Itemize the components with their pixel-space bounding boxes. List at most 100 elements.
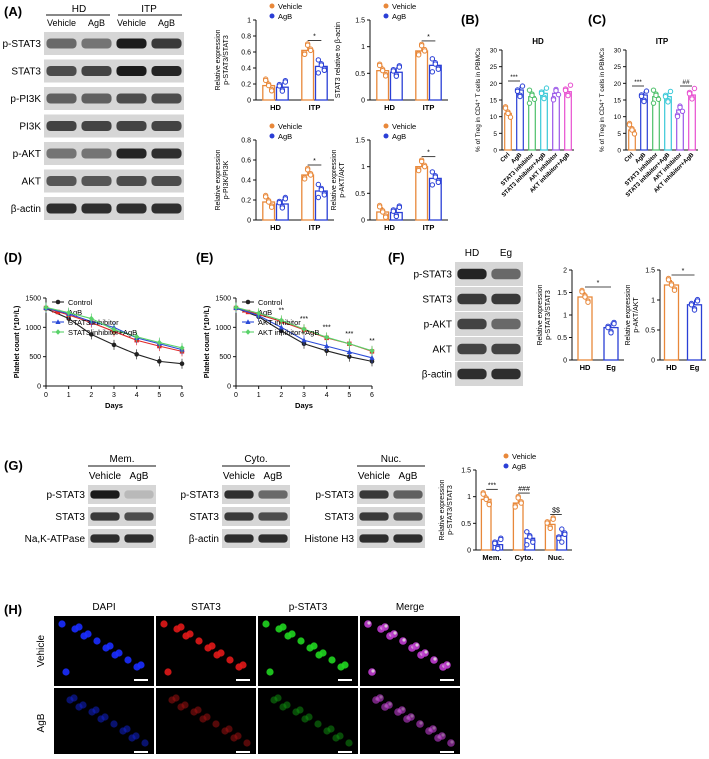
- data-point: [495, 545, 501, 552]
- fraction-title: Mem.: [110, 454, 135, 465]
- data-point: [543, 85, 550, 91]
- data-point: [550, 97, 557, 103]
- data-point: [553, 88, 559, 94]
- legend-label: AKT inhibitor: [258, 318, 301, 327]
- y-tick-label: 25: [490, 64, 498, 71]
- data-point: [134, 333, 140, 340]
- cell: [234, 732, 242, 740]
- bar-vehicle: [512, 502, 524, 551]
- y-axis-label: p-STAT3/STAT3: [223, 35, 230, 85]
- blot-band: [46, 148, 77, 159]
- chart-b: 0 5 10 15 20 25 30 HD % of Treg in CD4⁺ T cells …: [475, 37, 574, 199]
- bar: [540, 92, 548, 151]
- blot-band: [81, 65, 112, 77]
- row-label: p-PI3K: [10, 94, 41, 105]
- x-tick-label: HD: [580, 363, 591, 372]
- x-tick-label: 5: [157, 392, 161, 399]
- blot-band: [151, 120, 182, 132]
- data-point: [547, 525, 553, 531]
- chart-f1: 0 0.5 1 1.5 2 Relative expression p-STAT3/STAT…: [537, 268, 624, 372]
- y-tick-label: 1.5: [461, 468, 471, 475]
- y-tick-label: 1: [361, 44, 365, 51]
- blot-band: [46, 175, 77, 187]
- blot-band: [224, 534, 254, 543]
- blot-band: [81, 203, 112, 214]
- row-label: β-actin: [11, 204, 41, 215]
- y-tick-label: 1: [651, 298, 655, 305]
- data-point: [301, 176, 308, 182]
- bar: [577, 296, 593, 361]
- data-point: [156, 339, 162, 346]
- row-label: Histone H3: [305, 534, 355, 545]
- data-point: [179, 345, 185, 351]
- cell: [314, 720, 322, 728]
- cell-overlap: [419, 721, 423, 725]
- data-point: [393, 73, 400, 79]
- blot-band: [46, 120, 77, 132]
- x-tick-label: ITP: [309, 223, 321, 232]
- data-point: [483, 496, 489, 503]
- y-axis-label: % of Treg in CD4⁺ T cells in PBMCs: [599, 47, 606, 152]
- data-point: [301, 326, 307, 332]
- legend-label: STAT3 inhibitor+AgB: [68, 328, 137, 337]
- cell: [93, 637, 101, 645]
- row-label: Vehicle: [36, 634, 47, 667]
- data-point: [301, 337, 307, 343]
- legend-label: AgB: [278, 132, 292, 141]
- data-point: [515, 495, 521, 501]
- bar: [663, 284, 680, 361]
- legend-label: Control: [258, 298, 283, 307]
- data-point: [641, 98, 647, 105]
- cell: [429, 725, 437, 733]
- cell: [79, 701, 87, 709]
- cell-overlap: [367, 621, 371, 625]
- blot-row: [455, 312, 523, 336]
- cell: [239, 661, 247, 669]
- row-label: AgB: [36, 713, 47, 732]
- scale-bar: [338, 679, 352, 681]
- blot-band: [151, 148, 182, 159]
- blot-band: [258, 490, 288, 499]
- blot-band: [457, 318, 487, 330]
- bar-vehicle: [415, 50, 429, 101]
- row-label: STAT3: [55, 512, 85, 523]
- sig-marker: *: [313, 33, 316, 40]
- cell: [217, 649, 225, 657]
- sig-marker: ***: [323, 324, 331, 331]
- scale-bar: [134, 679, 148, 681]
- cell: [164, 668, 172, 676]
- cell: [132, 732, 140, 740]
- y-tick-label: 0: [361, 218, 365, 225]
- data-point: [179, 361, 185, 367]
- data-point: [582, 294, 588, 300]
- cell: [310, 642, 318, 650]
- data-point: [567, 82, 574, 88]
- column-label: Merge: [396, 602, 425, 613]
- panel-label-e: (E): [196, 250, 213, 265]
- data-point: [268, 204, 275, 210]
- lane-label: Vehicle: [358, 471, 391, 482]
- blot-row: [455, 337, 523, 361]
- cell-overlap: [433, 657, 437, 661]
- data-point: [396, 64, 403, 70]
- data-point: [382, 214, 389, 220]
- cell: [212, 720, 220, 728]
- y-tick-label: 0.5: [355, 191, 365, 198]
- blot-band: [359, 534, 389, 543]
- y-tick-label: 1500: [215, 296, 231, 303]
- cell: [279, 623, 287, 631]
- x-tick-label: Cyto.: [515, 553, 534, 562]
- cell: [195, 637, 203, 645]
- blot-band: [457, 268, 487, 280]
- microscopy-grid: DAPI STAT3 p-STAT3 Merge Vehicle AgB: [36, 602, 460, 758]
- data-point: [529, 92, 535, 99]
- row-label: PI3K: [19, 122, 41, 133]
- lane-label: AgB: [264, 471, 283, 482]
- cell: [243, 739, 251, 747]
- panel-label-g: (G): [4, 458, 23, 473]
- panel-label-d: (D): [4, 250, 22, 265]
- data-point: [55, 309, 61, 315]
- chart-a3: 0 0.2 0.4 0.6 0.8 Relative expression p-PI3K/P…: [215, 122, 334, 232]
- cell-overlap: [424, 650, 428, 654]
- data-point: [655, 96, 662, 102]
